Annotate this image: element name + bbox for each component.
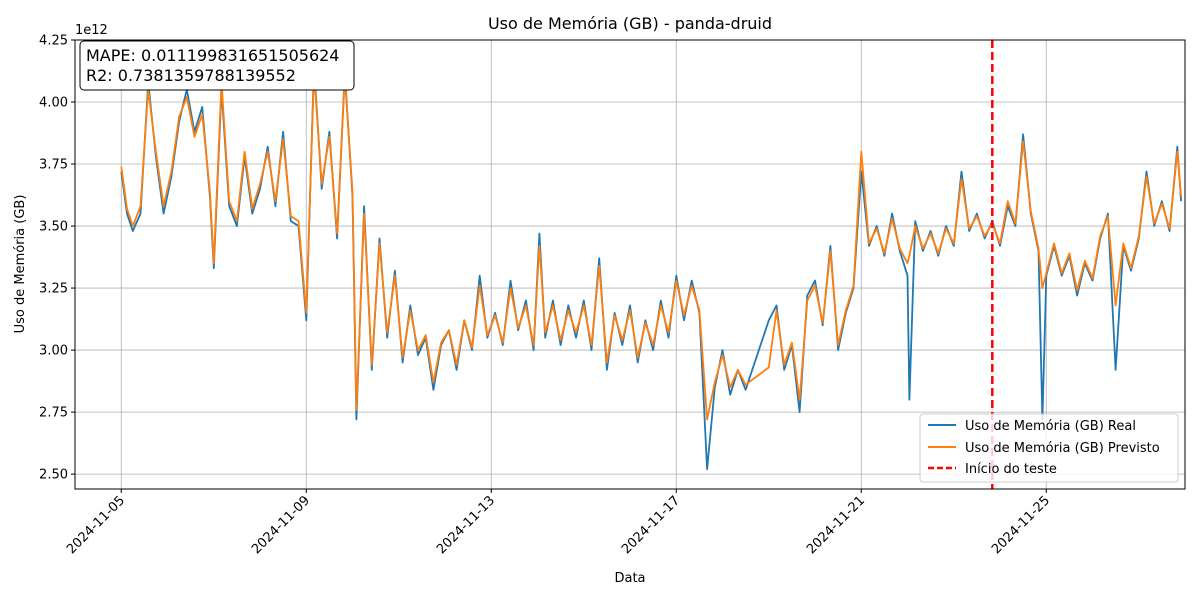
y-tick-label: 4.25 (39, 34, 68, 49)
y-tick-label: 3.50 (39, 220, 68, 235)
legend-label-predicted: Uso de Memória (GB) Previsto (965, 441, 1160, 456)
mape-text: MAPE: 0.011199831651505624 (86, 46, 339, 65)
y-tick-label: 2.75 (39, 406, 68, 421)
y-tick-label: 3.00 (39, 344, 68, 359)
series-layer (120, 63, 1182, 471)
series-line-real (120, 63, 1182, 471)
x-axis-label: Data (614, 571, 645, 586)
legend-label-test-start: Início do teste (965, 462, 1057, 477)
y-axis-ticks: 2.50 2.75 3.00 3.25 3.50 3.75 4.00 4.25 (39, 34, 75, 483)
legend-label-real: Uso de Memória (GB) Real (965, 419, 1136, 434)
series-line-predicted (120, 71, 1182, 421)
legend: Uso de Memória (GB) Real Uso de Memória … (919, 413, 1179, 483)
metrics-annotation-box (79, 40, 355, 91)
plot-frame (74, 39, 1186, 490)
y-offset-label: 1e12 (75, 23, 108, 38)
chart-title: Uso de Memória (GB) - panda-druid (488, 14, 772, 33)
y-tick-label: 4.00 (39, 96, 68, 111)
r2-text: R2: 0.7381359788139552 (86, 66, 296, 85)
y-tick-label: 2.50 (39, 468, 68, 483)
y-tick-label: 3.25 (39, 282, 68, 297)
y-axis-label: Uso de Memória (GB) (13, 195, 28, 334)
legend-box (919, 413, 1179, 483)
metrics-annotation: MAPE: 0.011199831651505624 R2: 0.7381359… (79, 40, 355, 91)
y-tick-label: 3.75 (39, 158, 68, 173)
